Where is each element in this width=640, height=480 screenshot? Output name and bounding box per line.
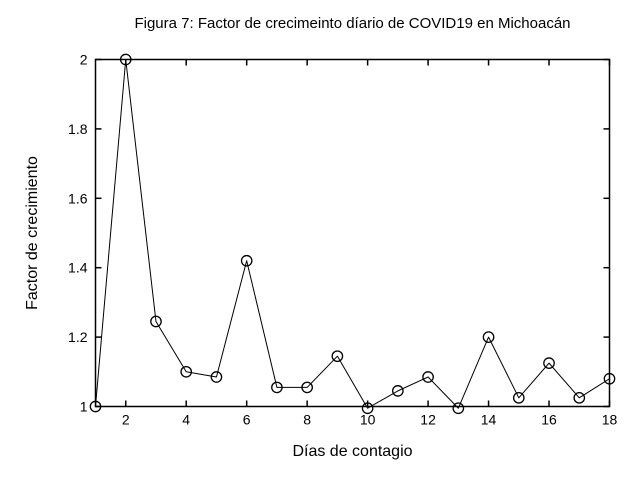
x-tick-label: 14 — [481, 412, 497, 428]
data-point-marker — [482, 331, 495, 343]
y-tick-label: 1.6 — [68, 190, 88, 206]
x-tick-label: 16 — [541, 412, 557, 428]
data-point-marker — [452, 402, 465, 415]
x-tick-label: 2 — [122, 412, 130, 428]
data-point-marker — [422, 371, 434, 383]
data-point-marker — [331, 350, 344, 363]
x-axis-label: Días de contagio — [292, 443, 413, 460]
data-point-marker — [512, 391, 525, 404]
y-tick-label: 2 — [80, 52, 88, 68]
data-point-marker — [150, 315, 162, 328]
axes-box — [94, 58, 611, 408]
y-tick-label: 1.8 — [68, 121, 88, 137]
data-point-marker — [392, 385, 404, 397]
data-point-marker — [573, 391, 586, 404]
data-point-marker — [210, 371, 223, 383]
data-point-marker — [543, 357, 555, 369]
chart-title: Figura 7: Factor de crecimeinto díario d… — [134, 15, 571, 32]
data-point-marker — [240, 254, 253, 267]
data-point-marker — [603, 372, 616, 385]
series-line — [95, 59, 610, 409]
y-tick-label: 1.4 — [68, 260, 88, 276]
data-point-marker — [271, 381, 283, 394]
data-point-marker — [361, 402, 374, 415]
y-tick-label: 1.2 — [68, 329, 88, 345]
data-point-marker — [119, 53, 132, 66]
data-point-marker — [301, 381, 313, 394]
data-point-marker — [89, 400, 102, 413]
y-tick-label: 1 — [80, 399, 88, 415]
x-tick-label: 4 — [182, 412, 190, 428]
x-tick-label: 18 — [602, 412, 618, 428]
x-tick-label: 6 — [243, 412, 251, 428]
data-point-marker — [180, 365, 193, 378]
x-tick-label: 12 — [420, 412, 436, 428]
x-tick-label: 8 — [303, 412, 311, 428]
x-tick-label: 10 — [360, 412, 376, 428]
